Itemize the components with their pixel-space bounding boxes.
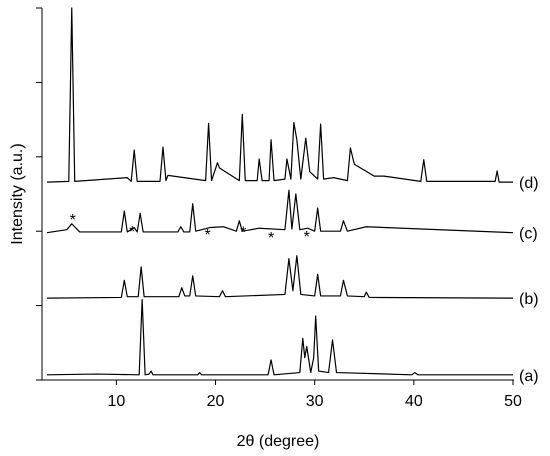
series-label: (b): [519, 291, 539, 308]
y-axis-label: Intensity (a.u.): [9, 143, 26, 244]
series-line: [46, 255, 514, 299]
annotation: *: [240, 225, 246, 242]
series-line: [46, 7, 513, 183]
series-label: (a): [519, 368, 539, 385]
x-tick-label: 30: [306, 393, 324, 410]
x-tick-label: 50: [504, 393, 522, 410]
x-tick-label: 40: [405, 393, 423, 410]
series-label: (d): [519, 175, 539, 192]
x-tick-label: 20: [207, 393, 225, 410]
annotation: *: [129, 224, 135, 241]
annotation: *: [70, 212, 76, 229]
series-line: [46, 299, 513, 376]
x-tick-label: 10: [107, 393, 125, 410]
annotation: *: [304, 229, 310, 246]
series-line: [46, 189, 514, 234]
x-axis-label: 2θ (degree): [237, 433, 320, 450]
annotation: *: [204, 227, 210, 244]
annotation: *: [268, 230, 274, 247]
series-label: (c): [519, 226, 538, 243]
